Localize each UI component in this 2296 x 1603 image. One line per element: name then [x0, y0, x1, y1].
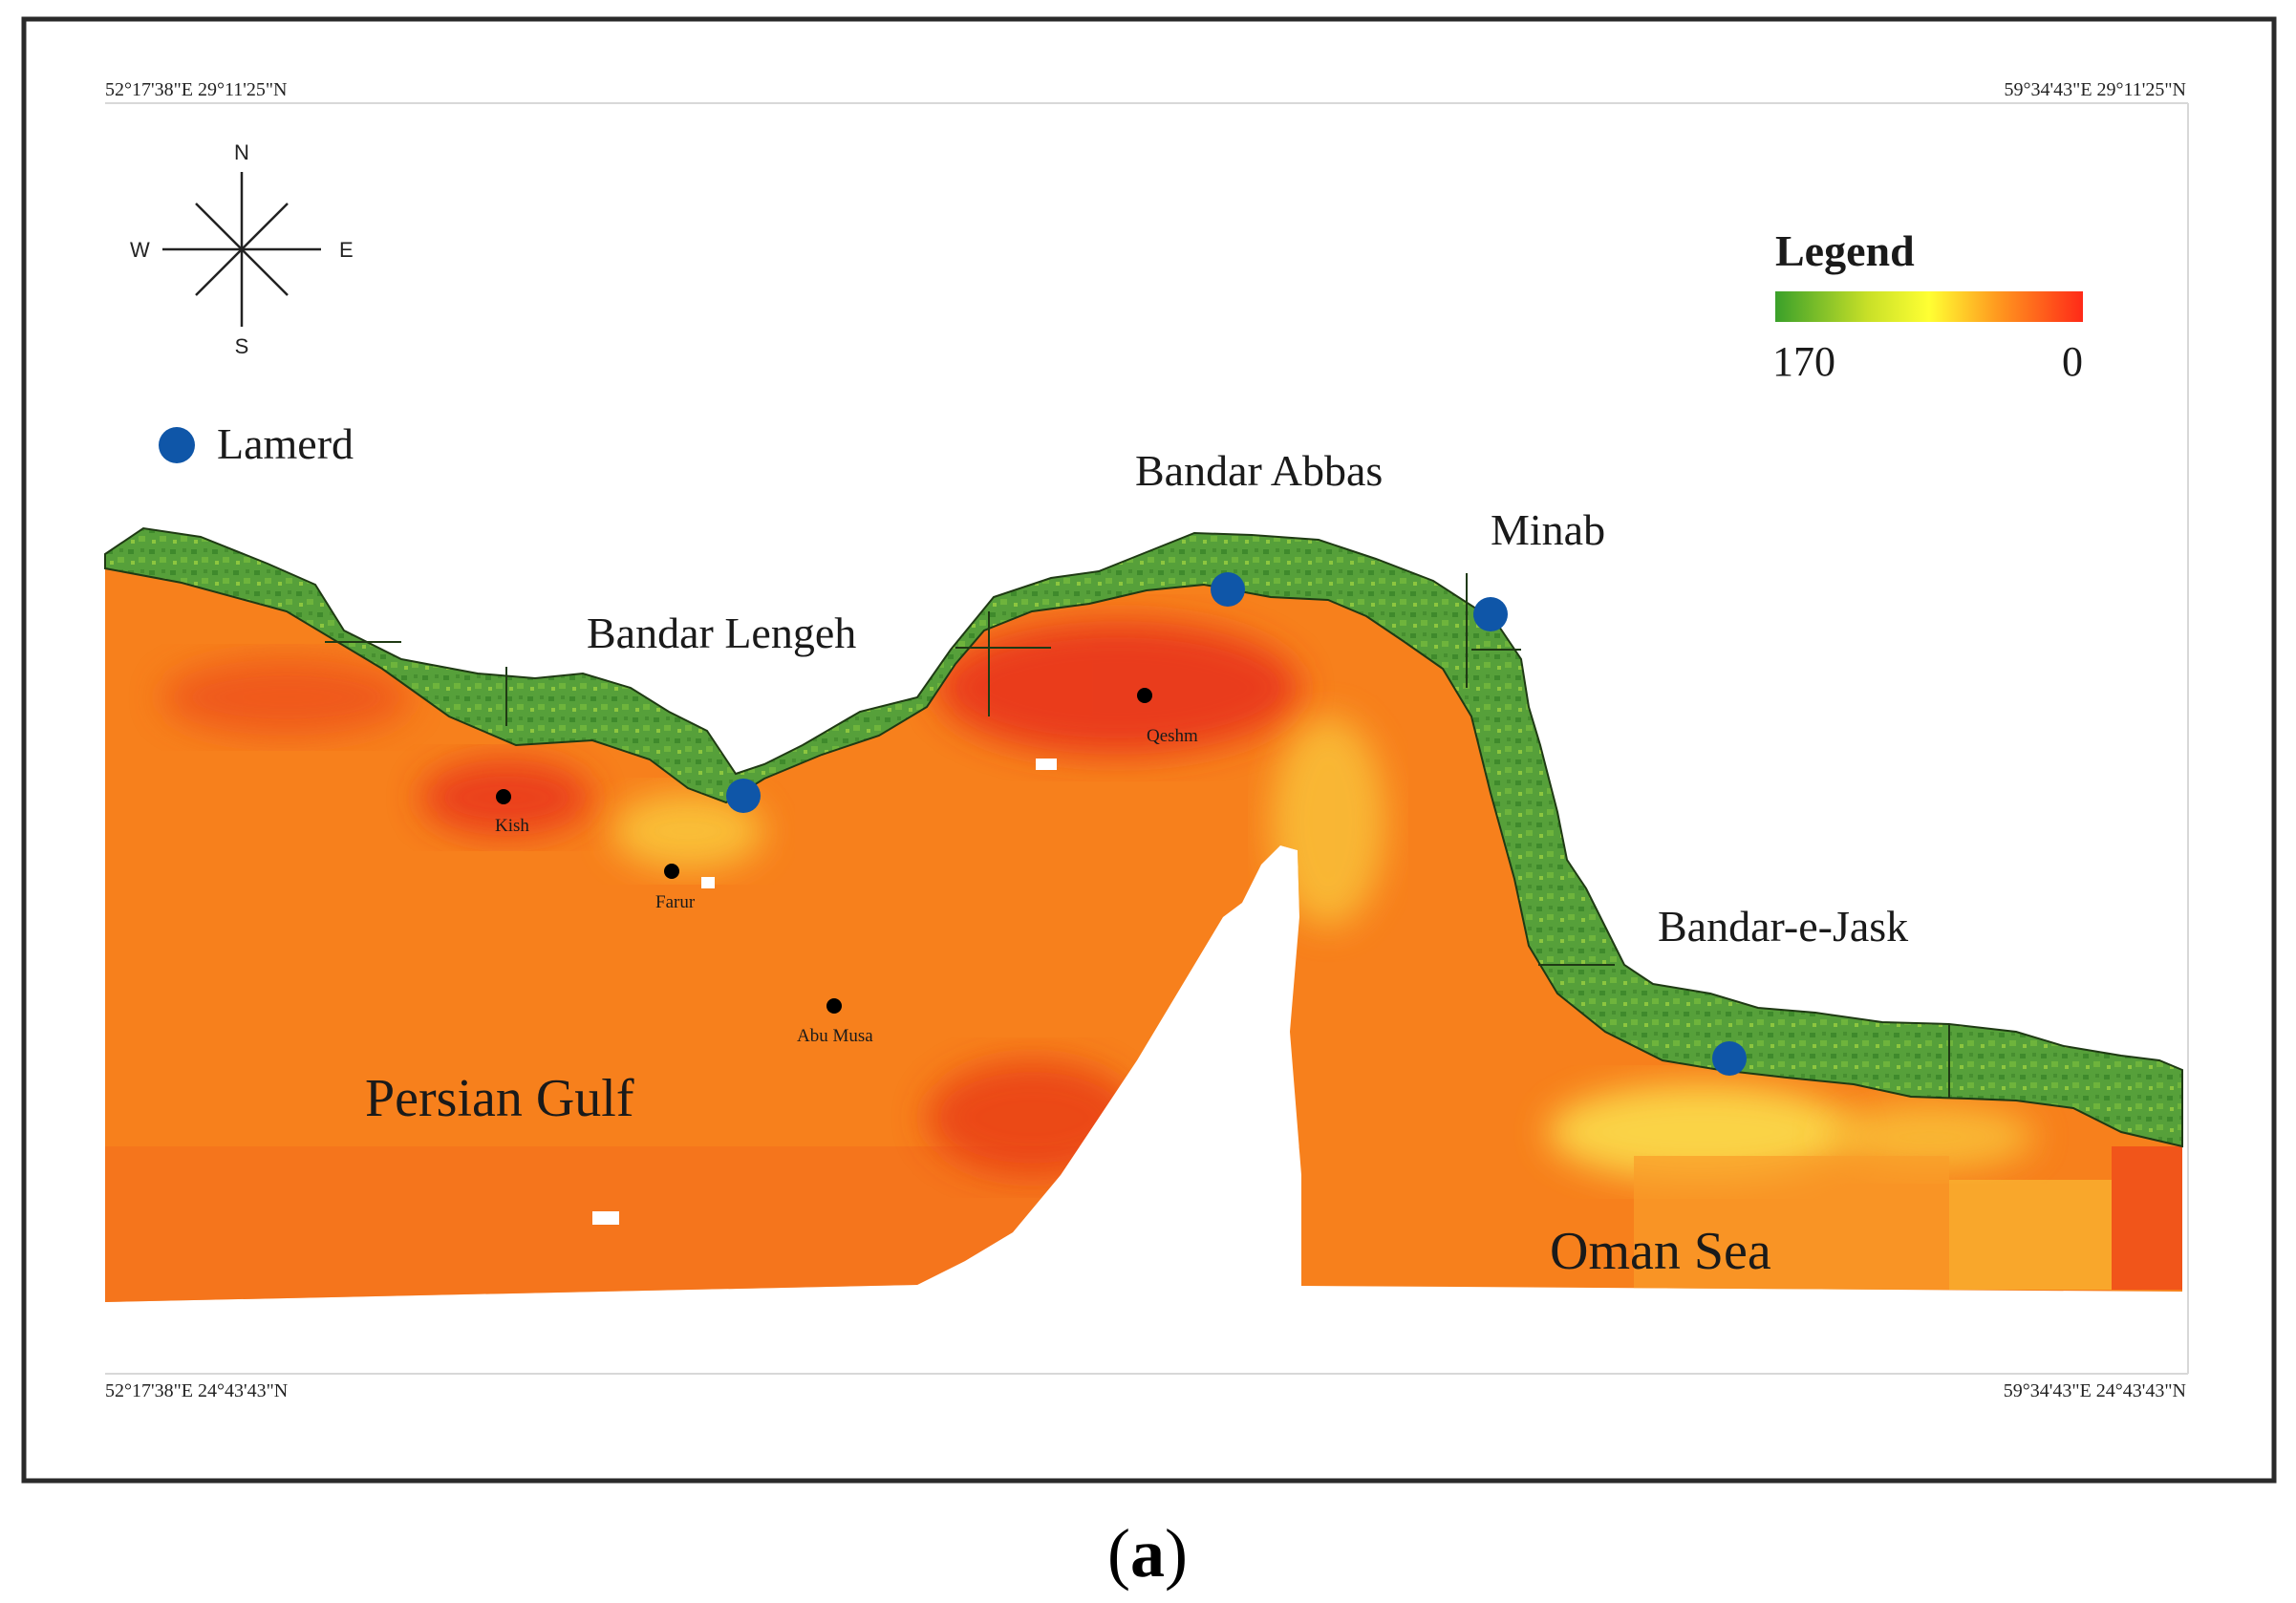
label-kish: Kish [495, 816, 529, 836]
point-legend-label: Lamerd [217, 419, 354, 468]
caption-close: ) [1165, 1515, 1188, 1592]
label-bandar-lengeh: Bandar Lengeh [587, 609, 856, 657]
islands [496, 688, 1152, 1014]
compass-south: S [235, 334, 249, 358]
corner-bottom-right: 59°34'43"E 24°43'43"N [2004, 1380, 2186, 1401]
compass-east: E [339, 238, 354, 262]
figure-caption: (a) [1107, 1515, 1188, 1592]
corner-top-left: 52°17'38"E 29°11'25"N [105, 79, 287, 100]
legend-min-label: 0 [2062, 338, 2083, 385]
station-minab[interactable] [1473, 597, 1508, 631]
label-persian-gulf: Persian Gulf [365, 1069, 634, 1128]
label-farur: Farur [655, 892, 696, 912]
raster-gap [1036, 759, 1057, 770]
island-point-qeshm [1137, 688, 1152, 703]
compass-west: W [130, 238, 150, 262]
boundary-lines [325, 573, 1950, 1099]
island-point-kish [496, 789, 511, 804]
station-bandar-abbas[interactable] [1211, 572, 1245, 607]
station-bandar-lengeh[interactable] [726, 779, 761, 813]
island-point-abu-musa [826, 998, 842, 1014]
stations [726, 572, 1747, 1076]
label-bandar-e-jask: Bandar-e-Jask [1658, 902, 1908, 951]
corner-bottom-left: 52°17'38"E 24°43'43"N [105, 1380, 288, 1401]
legend-color-ramp [1775, 291, 2083, 322]
station-bandar-e-jask[interactable] [1712, 1041, 1747, 1076]
legend-title: Legend [1775, 226, 1915, 275]
label-qeshm: Qeshm [1147, 726, 1198, 746]
coastal-land-strip [104, 526, 2183, 1148]
raster-gap [592, 1211, 619, 1225]
label-abu-musa: Abu Musa [797, 1026, 873, 1046]
corner-top-right: 59°34'43"E 29°11'25"N [2005, 79, 2186, 100]
point-legend-symbol [159, 427, 195, 463]
legend-max-label: 170 [1772, 338, 1835, 385]
color-legend: Legend 170 0 [1772, 226, 2083, 385]
label-oman-sea: Oman Sea [1550, 1222, 1771, 1281]
island-point-farur [664, 864, 679, 879]
caption-open: ( [1107, 1515, 1130, 1592]
compass-rose-icon [162, 172, 321, 327]
raster-gap [701, 877, 715, 888]
label-minab: Minab [1491, 505, 1605, 554]
caption-letter: a [1130, 1515, 1165, 1592]
compass-north: N [234, 140, 249, 164]
label-bandar-abbas: Bandar Abbas [1135, 446, 1383, 495]
